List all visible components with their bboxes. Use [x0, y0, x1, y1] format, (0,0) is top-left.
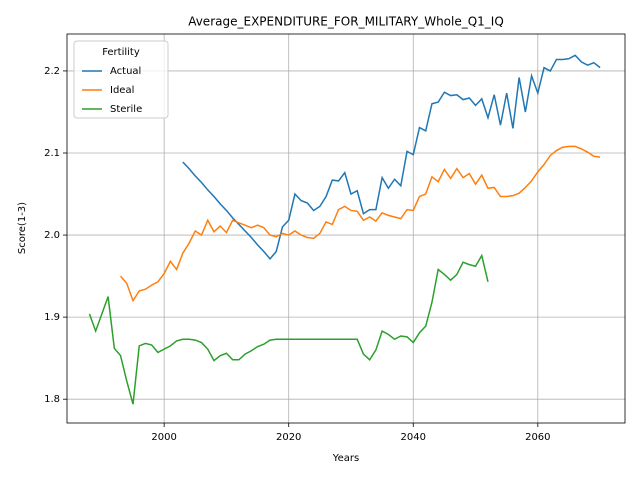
chart-title: Average_EXPENDITURE_FOR_MILITARY_Whole_Q… — [188, 15, 504, 29]
legend-label: Actual — [110, 66, 141, 77]
legend-label: Ideal — [110, 85, 134, 96]
y-axis-label: Score(1-3) — [17, 202, 28, 254]
y-tick-label: 2.2 — [44, 66, 60, 77]
series-line — [182, 54, 601, 261]
legend-title: Fertility — [102, 47, 140, 58]
legend-label: Sterile — [110, 104, 142, 115]
x-tick-label: 2040 — [401, 432, 426, 443]
y-tick-label: 2.0 — [44, 230, 60, 241]
plot-frame — [66, 33, 626, 424]
x-axis-label: Years — [332, 453, 359, 464]
legend: Fertility Actual Ideal Sterile — [73, 40, 169, 119]
legend-box — [73, 40, 169, 119]
series-line — [119, 145, 601, 303]
y-tick-label: 1.8 — [44, 394, 60, 405]
y-tick-label: 1.9 — [44, 312, 60, 323]
series-line — [88, 253, 489, 405]
x-tick-label: 2020 — [276, 432, 301, 443]
x-tick-label: 2060 — [525, 432, 550, 443]
y-tick-label: 2.1 — [44, 148, 60, 159]
x-tick-label: 2000 — [151, 432, 176, 443]
